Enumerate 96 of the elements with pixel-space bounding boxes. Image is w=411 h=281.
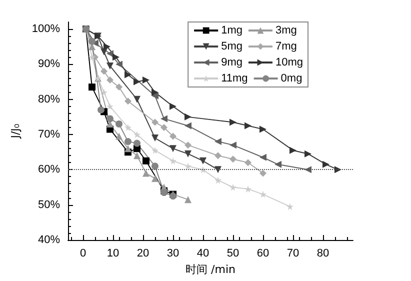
point bbox=[100, 68, 108, 75]
point bbox=[100, 48, 108, 56]
point bbox=[170, 102, 176, 110]
point bbox=[184, 113, 192, 120]
point bbox=[112, 54, 120, 61]
point bbox=[260, 190, 266, 198]
legend-label: 10mg bbox=[275, 56, 304, 68]
x-tick-label: 40 bbox=[196, 248, 210, 260]
point bbox=[290, 146, 296, 154]
y-axis-title: J/J₀ bbox=[8, 123, 22, 140]
point bbox=[88, 84, 96, 91]
point bbox=[260, 154, 266, 161]
x-tick-label: 70 bbox=[286, 248, 300, 260]
point bbox=[106, 115, 114, 122]
point bbox=[134, 78, 140, 86]
x-tick-label: 30 bbox=[166, 248, 180, 260]
y-tick-label: 50% bbox=[38, 198, 60, 211]
legend-label: 11mg bbox=[221, 72, 248, 84]
point bbox=[230, 156, 236, 163]
legend-label: 9mg bbox=[221, 56, 242, 68]
point bbox=[230, 184, 236, 191]
point bbox=[160, 115, 168, 122]
point bbox=[184, 122, 192, 130]
x-tick-label: 10 bbox=[106, 248, 120, 260]
point bbox=[184, 196, 192, 204]
point bbox=[214, 152, 222, 160]
point bbox=[106, 76, 114, 84]
legend-label: 5mg bbox=[221, 40, 242, 52]
legend-label: 3mg bbox=[275, 24, 297, 36]
point bbox=[152, 146, 158, 154]
point bbox=[260, 126, 266, 133]
point bbox=[304, 150, 312, 158]
y-tick-label: 60% bbox=[38, 164, 60, 176]
y-tick-label: 90% bbox=[38, 58, 60, 70]
point bbox=[152, 88, 158, 96]
point bbox=[98, 106, 104, 114]
point bbox=[124, 71, 132, 78]
x-axis-title: 时间 /min bbox=[186, 262, 236, 276]
point bbox=[244, 186, 252, 193]
point bbox=[116, 84, 122, 91]
y-tick-label: 80% bbox=[38, 93, 60, 106]
point bbox=[134, 131, 140, 138]
point bbox=[134, 96, 140, 103]
point bbox=[230, 118, 236, 126]
point bbox=[184, 142, 192, 149]
point bbox=[170, 145, 176, 152]
x-tick-label: 0 bbox=[80, 248, 86, 260]
point bbox=[116, 132, 122, 140]
point bbox=[106, 102, 114, 110]
point bbox=[170, 132, 176, 140]
point bbox=[244, 122, 252, 130]
point bbox=[286, 203, 294, 210]
point bbox=[124, 145, 132, 152]
y-tick-label: 100% bbox=[32, 23, 60, 36]
point bbox=[142, 76, 150, 84]
point bbox=[104, 43, 110, 50]
point bbox=[88, 54, 96, 61]
point bbox=[200, 157, 206, 164]
legend-label: 1mg bbox=[221, 24, 242, 36]
point bbox=[152, 174, 158, 182]
point bbox=[142, 170, 150, 177]
point bbox=[230, 142, 236, 149]
point bbox=[134, 140, 140, 147]
point bbox=[142, 157, 150, 164]
x-tick-label: 20 bbox=[136, 248, 150, 260]
point bbox=[214, 138, 222, 146]
point bbox=[274, 160, 282, 168]
point bbox=[106, 62, 114, 70]
x-tick-label: 80 bbox=[316, 248, 330, 260]
point bbox=[214, 166, 222, 174]
point bbox=[152, 92, 158, 100]
point bbox=[184, 150, 192, 158]
point bbox=[152, 162, 158, 170]
x-tick-label: 60 bbox=[256, 248, 270, 260]
point bbox=[88, 38, 96, 45]
y-tick-label: 40% bbox=[38, 234, 60, 246]
point bbox=[124, 124, 132, 131]
point bbox=[170, 157, 176, 164]
point bbox=[100, 88, 108, 96]
point bbox=[134, 152, 140, 160]
x-tick-label: 50 bbox=[226, 248, 240, 260]
y-tick-label: 70% bbox=[38, 128, 60, 141]
point bbox=[124, 98, 132, 105]
point bbox=[124, 138, 132, 146]
point bbox=[184, 162, 192, 170]
point bbox=[152, 134, 158, 142]
point bbox=[244, 159, 252, 166]
point bbox=[160, 124, 168, 131]
point bbox=[214, 176, 222, 184]
legend-label: 0mg bbox=[280, 72, 302, 84]
point bbox=[116, 120, 122, 128]
point bbox=[322, 160, 330, 168]
legend-label: 7mg bbox=[275, 40, 297, 52]
point bbox=[152, 118, 158, 126]
point bbox=[260, 170, 266, 177]
point bbox=[116, 60, 122, 68]
